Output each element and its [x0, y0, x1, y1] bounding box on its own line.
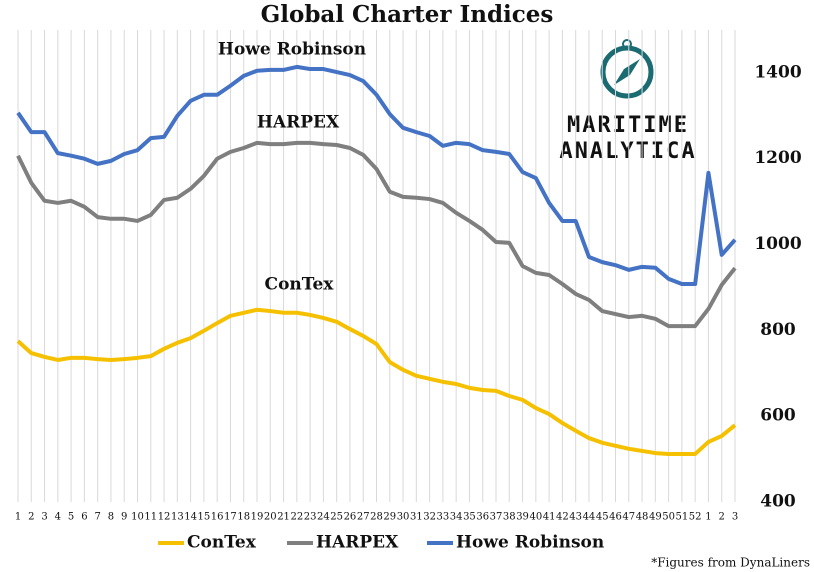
x-tick-label: 38	[503, 512, 516, 523]
x-tick-label: 11	[144, 512, 157, 523]
x-tick-label: 32	[423, 512, 436, 523]
x-tick-label: 1	[705, 512, 711, 523]
x-tick-label: 29	[383, 512, 396, 523]
x-tick-label: 42	[556, 512, 569, 523]
x-tick-label: 49	[649, 512, 662, 523]
logo-text: ANALYTICA	[559, 139, 696, 164]
logo-text: MARITIME	[567, 113, 689, 138]
x-tick-label: 7	[94, 512, 100, 523]
x-tick-label: 51	[676, 512, 689, 523]
x-tick-label: 22	[290, 512, 303, 523]
x-tick-label: 12	[158, 512, 171, 523]
x-tick-label: 6	[81, 512, 87, 523]
x-tick-label: 44	[583, 512, 596, 523]
x-tick-label: 48	[636, 512, 649, 523]
y-tick-label: 400	[760, 492, 796, 512]
x-tick-label: 30	[397, 512, 410, 523]
line-series	[16, 140, 737, 329]
x-tick-label: 5	[68, 512, 74, 523]
x-tick-label: 46	[609, 512, 622, 523]
x-tick-label: 25	[330, 512, 343, 523]
y-tick-label: 800	[760, 320, 796, 340]
x-tick-label: 26	[344, 512, 357, 523]
x-tick-label: 41	[543, 512, 556, 523]
logo: MARITIME ANALYTICA	[559, 39, 696, 164]
series-annotation: ConTex	[265, 275, 335, 295]
x-tick-label: 17	[224, 512, 237, 523]
x-tick-label: 21	[277, 512, 290, 523]
footnote: *Figures from DynaLiners	[651, 556, 810, 570]
y-tick-label: 1000	[754, 234, 801, 254]
logo-needle	[614, 59, 640, 85]
x-tick-label: 23	[304, 512, 317, 523]
x-tick-label: 47	[622, 512, 635, 523]
x-tick-label: 16	[211, 512, 224, 523]
x-tick-label: 35	[463, 512, 476, 523]
x-tick-label: 27	[357, 512, 370, 523]
x-tick-label: 39	[516, 512, 529, 523]
y-tick-label: 600	[760, 406, 796, 426]
x-tick-label: 50	[662, 512, 675, 523]
line-series	[16, 307, 737, 456]
x-tick-label: 3	[732, 512, 738, 523]
legend-label: Howe Robinson	[456, 533, 604, 553]
x-tick-label: 1	[15, 512, 21, 523]
x-tick-label: 36	[476, 512, 489, 523]
series-annotation: HARPEX	[257, 113, 340, 133]
x-tick-label: 52	[689, 512, 702, 523]
x-tick-label: 15	[198, 512, 211, 523]
x-tick-label: 43	[569, 512, 582, 523]
x-tick-label: 13	[171, 512, 184, 523]
x-tick-label: 9	[121, 512, 127, 523]
x-tick-label: 18	[237, 512, 250, 523]
y-tick-label: 1400	[754, 62, 801, 82]
x-tick-label: 24	[317, 512, 330, 523]
x-tick-label: 20	[264, 512, 277, 523]
y-tick-label: 1200	[754, 148, 801, 168]
x-tick-label: 2	[28, 512, 34, 523]
x-tick-label: 37	[490, 512, 503, 523]
x-tick-label: 31	[410, 512, 423, 523]
line-series	[16, 64, 737, 287]
chart-title: Global Charter Indices	[261, 1, 554, 28]
legend-label: HARPEX	[316, 533, 399, 553]
legend-label: ConTex	[187, 533, 257, 553]
x-tick-label: 19	[251, 512, 264, 523]
grid	[17, 30, 736, 502]
logo-ring-top	[622, 39, 632, 49]
x-tick-label: 3	[41, 512, 47, 523]
x-tick-label: 4	[55, 512, 61, 523]
x-tick-label: 10	[131, 512, 144, 523]
x-tick-label: 14	[184, 512, 197, 523]
x-tick-label: 28	[370, 512, 383, 523]
x-tick-label: 2	[719, 512, 725, 523]
x-tick-label: 34	[450, 512, 463, 523]
x-tick-label: 33	[437, 512, 450, 523]
x-tick-label: 8	[108, 512, 114, 523]
series-annotation: Howe Robinson	[218, 40, 366, 60]
x-tick-label: 45	[596, 512, 609, 523]
x-tick-label: 40	[529, 512, 542, 523]
